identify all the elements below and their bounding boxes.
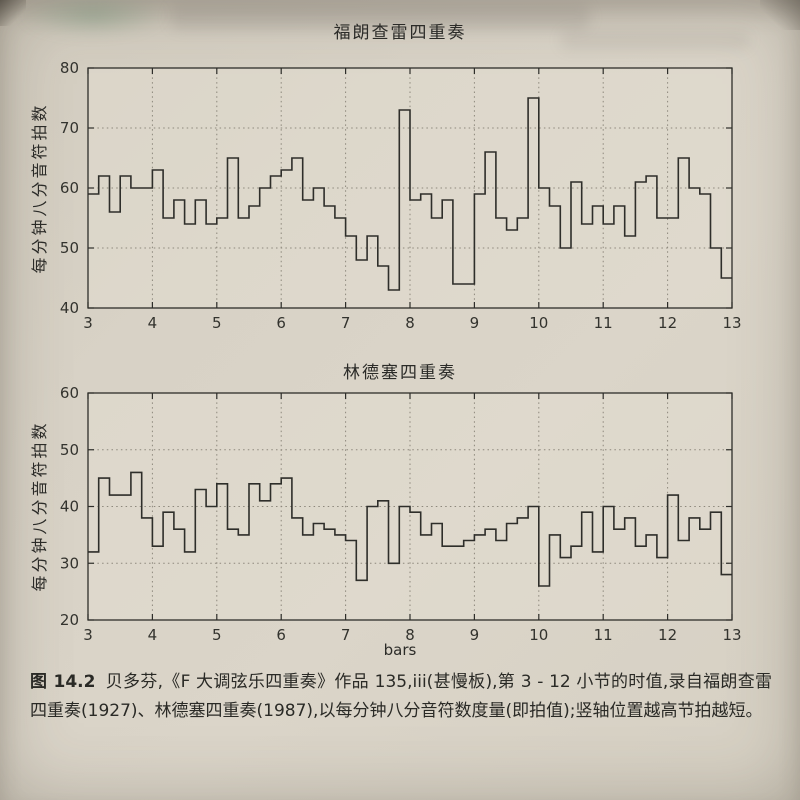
svg-text:40: 40 xyxy=(60,498,79,516)
chart-title-top: 福朗查雷四重奏 xyxy=(333,23,467,43)
svg-text:20: 20 xyxy=(60,611,79,629)
svg-text:60: 60 xyxy=(60,179,79,197)
svg-text:5: 5 xyxy=(212,314,222,332)
svg-text:4: 4 xyxy=(148,314,158,332)
svg-text:13: 13 xyxy=(722,314,741,332)
figure-caption: 图 14.2 贝多芬,《F 大调弦乐四重奏》作品 135,iii(甚慢板),第 3… xyxy=(30,668,772,726)
svg-text:50: 50 xyxy=(60,441,79,459)
svg-text:10: 10 xyxy=(529,314,548,332)
svg-text:50: 50 xyxy=(60,239,79,257)
y-axis-label-bottom: 每分钟八分音符拍数 xyxy=(30,420,49,592)
svg-text:60: 60 xyxy=(60,384,79,402)
svg-text:80: 80 xyxy=(60,59,79,77)
svg-text:7: 7 xyxy=(341,314,351,332)
svg-text:12: 12 xyxy=(658,314,677,332)
svg-text:40: 40 xyxy=(60,299,79,317)
svg-text:30: 30 xyxy=(60,554,79,572)
svg-text:9: 9 xyxy=(470,314,480,332)
x-axis-label: bars xyxy=(383,641,417,659)
svg-text:11: 11 xyxy=(594,314,613,332)
figure-caption-text: 贝多芬,《F 大调弦乐四重奏》作品 135,iii(甚慢板),第 3 - 12 … xyxy=(30,672,772,722)
svg-text:70: 70 xyxy=(60,119,79,137)
figure-number: 图 14.2 xyxy=(30,672,96,692)
svg-text:3: 3 xyxy=(83,314,93,332)
chart-title-bottom: 林德塞四重奏 xyxy=(343,363,457,383)
svg-text:6: 6 xyxy=(276,314,286,332)
y-axis-label-top: 每分钟八分音符拍数 xyxy=(30,102,49,274)
svg-text:8: 8 xyxy=(405,314,415,332)
